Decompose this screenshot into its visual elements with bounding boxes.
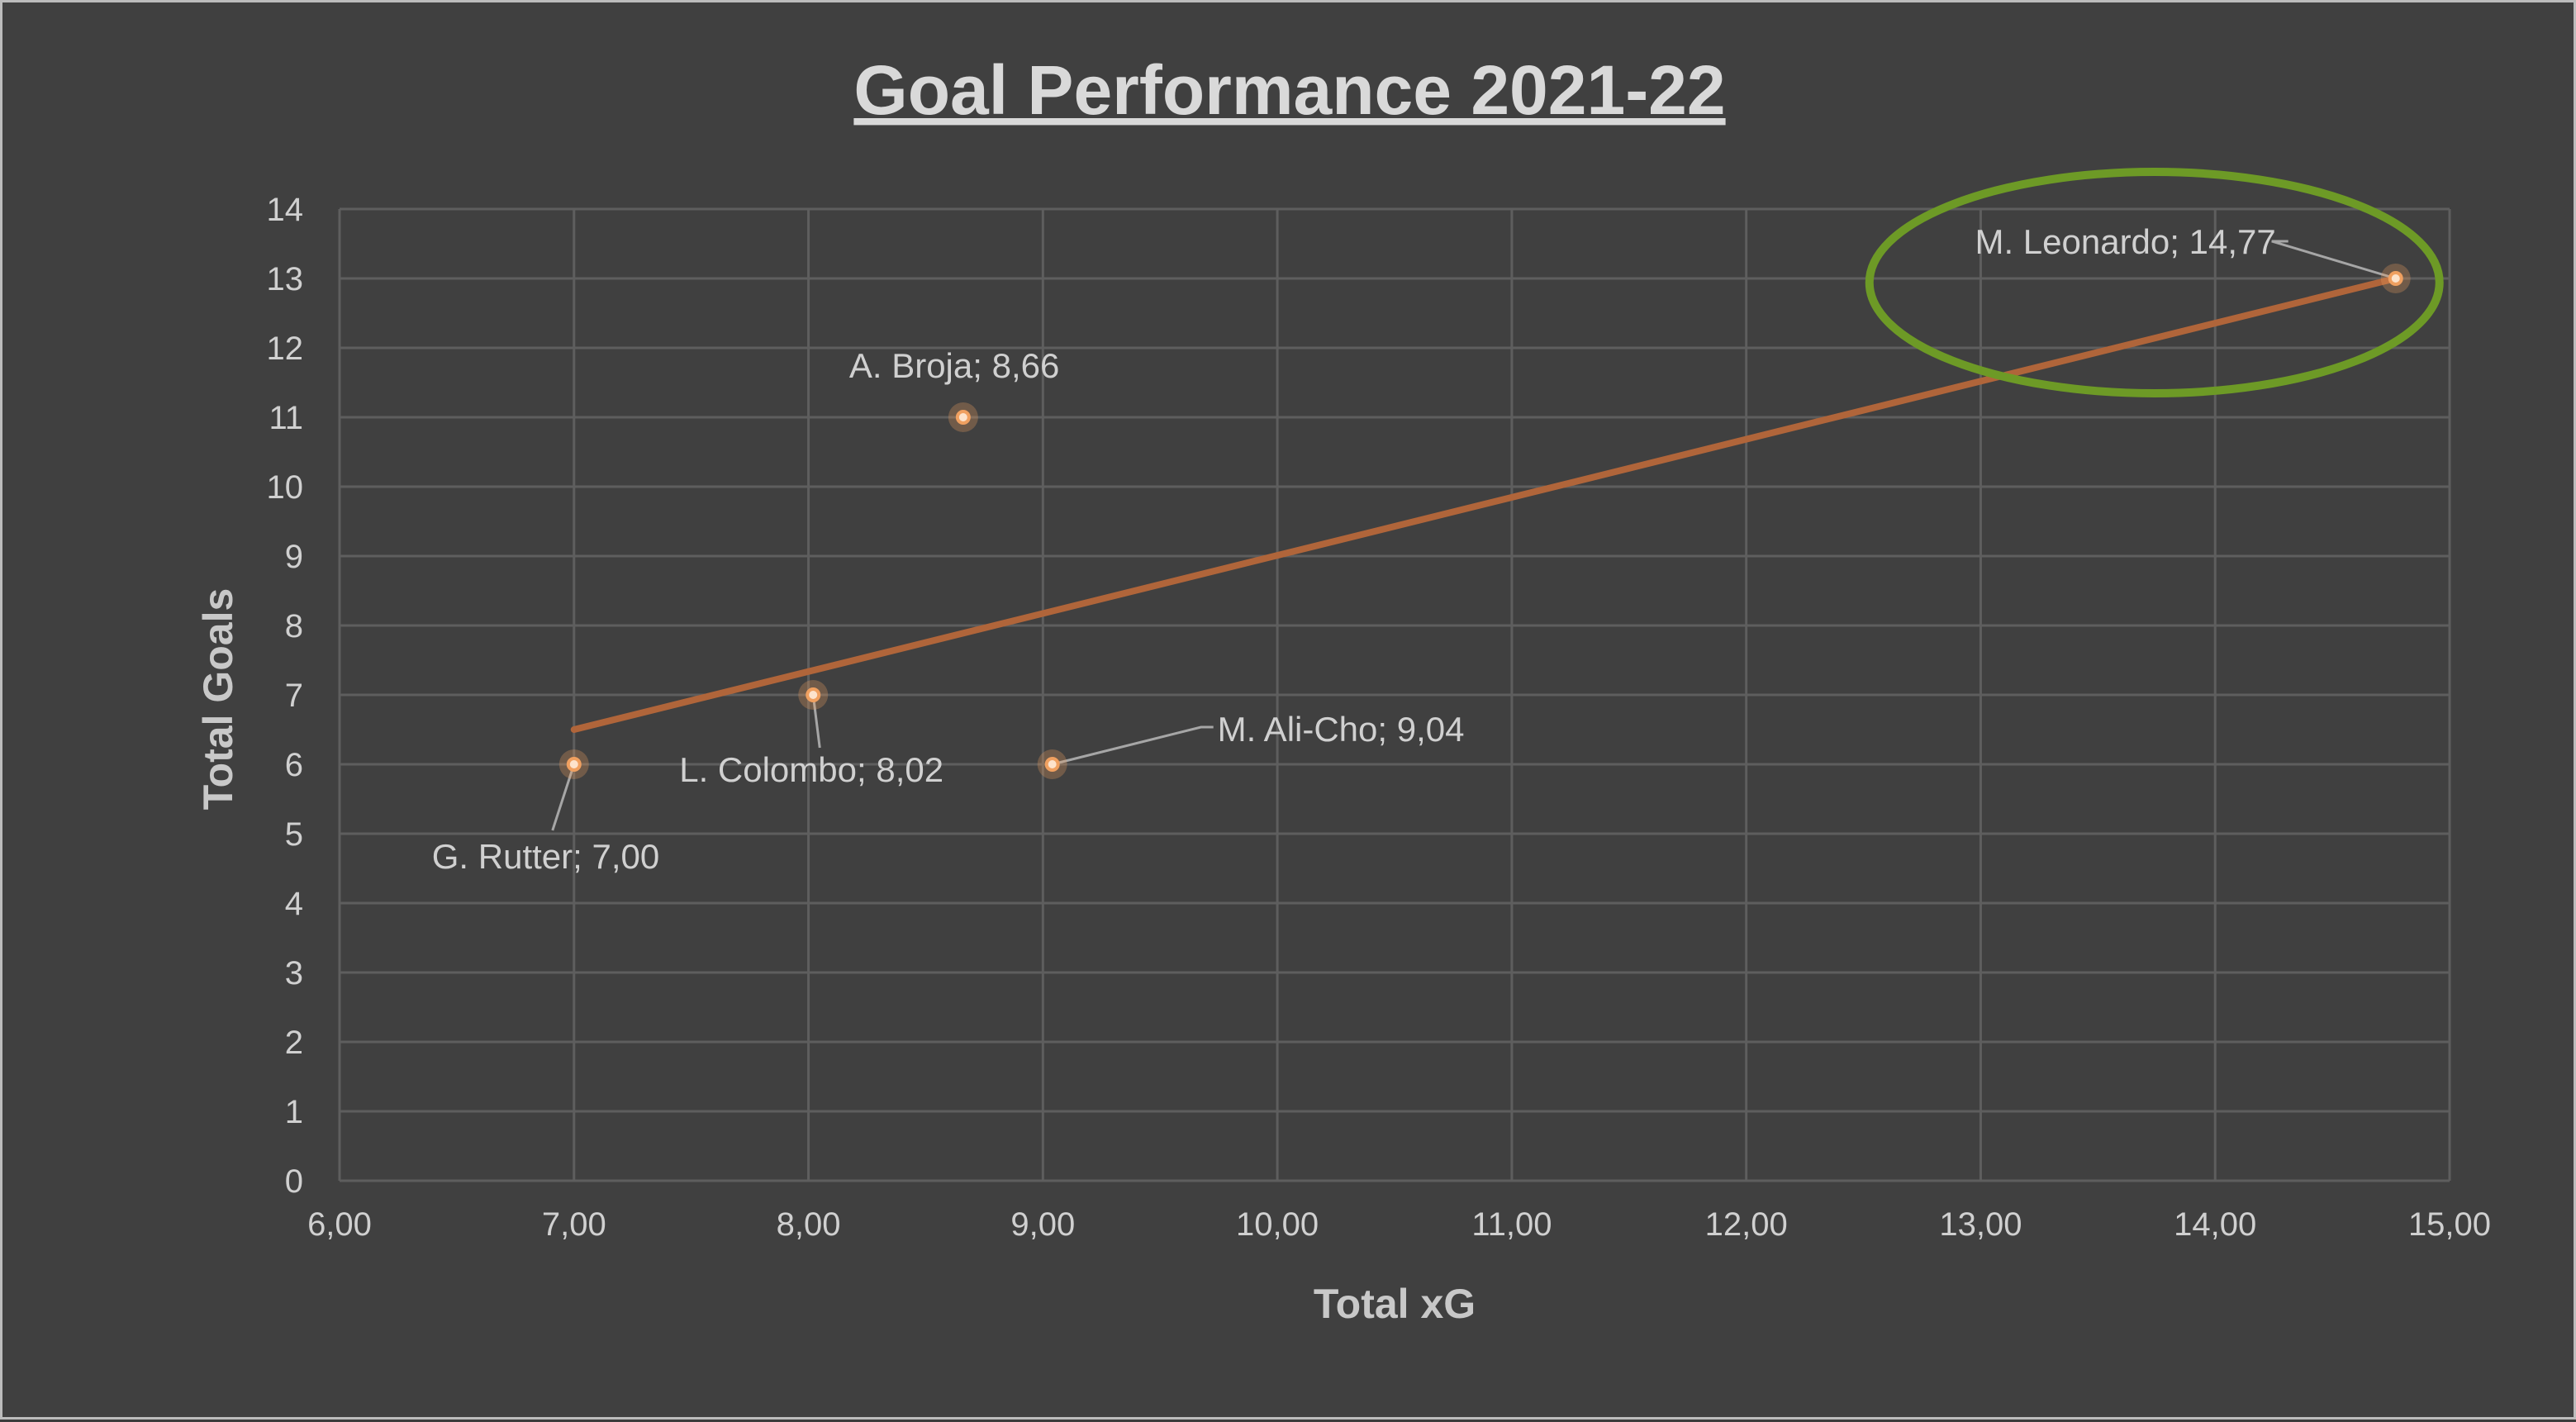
y-tick-label: 11 (269, 400, 303, 436)
tick-labels: 6,00 7,00 8,00 9,00 10,00 11,00 12,00 13,00 14,0… (267, 192, 2492, 1243)
x-tick-label: 11,00 (1471, 1206, 1552, 1243)
point-label: L. Colombo; 8,02 (679, 750, 943, 789)
x-axis-title: Total xG (1314, 1281, 1476, 1327)
x-tick-label: 6,00 (307, 1206, 372, 1243)
y-axis-title: Total Goals (195, 588, 241, 811)
trendline-layer (570, 168, 2444, 733)
trendline (570, 275, 2399, 733)
y-tick-label: 5 (285, 816, 303, 853)
point-label: A. Broja; 8,66 (849, 346, 1059, 385)
y-tick-label: 13 (267, 261, 304, 297)
point-label: M. Leonardo; 14,77 (1975, 222, 2275, 261)
y-tick-label: 6 (285, 747, 303, 783)
leader-line (2271, 240, 2397, 280)
y-tick-label: 10 (267, 469, 304, 506)
x-tick-label: 10,00 (1236, 1206, 1319, 1243)
data-point (955, 410, 971, 425)
y-tick-label: 14 (267, 192, 304, 228)
data-point (2388, 271, 2403, 286)
y-tick-label: 0 (285, 1163, 303, 1200)
x-tick-label: 8,00 (777, 1206, 841, 1243)
point-labels: G. Rutter; 7,00 L. Colombo; 8,02 A. Broja;… (432, 222, 2276, 876)
chart-title: Goal Performance 2021-22 (853, 51, 1725, 129)
leader-line (1052, 725, 1214, 766)
highlight-ellipse (1865, 168, 2444, 397)
y-tick-label: 4 (285, 886, 303, 922)
y-tick-label: 2 (285, 1025, 303, 1061)
x-tick-label: 12,00 (1705, 1206, 1788, 1243)
points-layer (558, 264, 2411, 779)
data-point (566, 757, 582, 772)
y-tick-label: 3 (285, 955, 303, 992)
x-tick-label: 15,00 (2408, 1206, 2491, 1243)
x-tick-label: 14,00 (2174, 1206, 2256, 1243)
y-tick-label: 9 (285, 539, 303, 575)
point-label: M. Ali-Cho; 9,04 (1218, 710, 1465, 749)
leader-line (551, 763, 576, 831)
x-tick-label: 9,00 (1010, 1206, 1075, 1243)
data-point (1044, 757, 1060, 772)
y-tick-label: 12 (267, 331, 304, 367)
data-point (806, 687, 821, 702)
x-tick-label: 13,00 (1939, 1206, 2022, 1243)
y-tick-label: 7 (285, 678, 303, 714)
y-tick-label: 1 (285, 1094, 303, 1130)
point-label: G. Rutter; 7,00 (432, 837, 659, 876)
grid-layer (338, 207, 2451, 1182)
y-tick-label: 8 (285, 608, 303, 644)
x-tick-label: 7,00 (542, 1206, 606, 1243)
leader-lines (551, 240, 2397, 831)
leader-line (811, 694, 821, 749)
